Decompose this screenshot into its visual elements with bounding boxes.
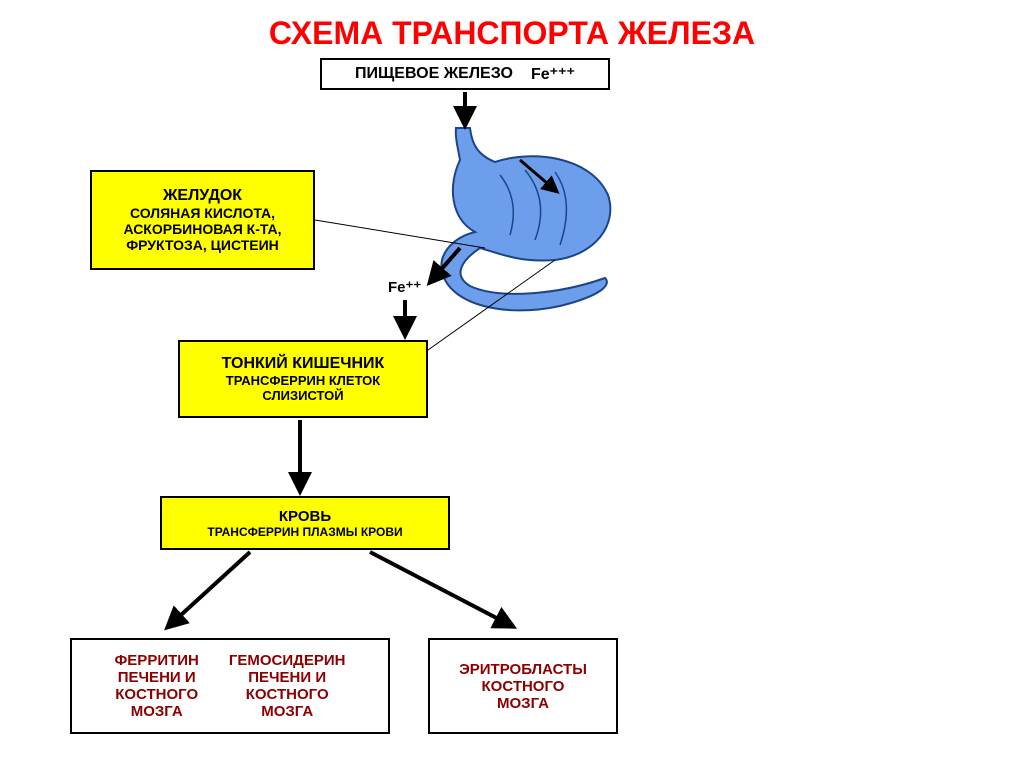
dietary-fe: Fe⁺⁺⁺ <box>531 64 575 84</box>
erythro-line2: КОСТНОГО <box>482 678 565 695</box>
stomach-line3: АСКОРБИНОВАЯ К-ТА, <box>123 221 281 237</box>
box-intestine: ТОНКИЙ КИШЕЧНИК ТРАНСФЕРРИН КЛЕТОК СЛИЗИ… <box>178 340 428 418</box>
arrow-blood-storage <box>170 552 250 625</box>
dietary-label: ПИЩЕВОЕ ЖЕЛЕЗО <box>355 65 513 83</box>
connector-intestine <box>428 260 555 350</box>
stomach-line4: ФРУКТОЗА, ЦИСТЕИН <box>126 237 279 253</box>
blood-line2: ТРАНСФЕРРИН ПЛАЗМЫ КРОВИ <box>207 525 402 539</box>
title-text: СХЕМА ТРАНСПОРТА ЖЕЛЕЗА <box>269 15 755 51</box>
box-dietary-iron: ПИЩЕВОЕ ЖЕЛЕЗО Fe⁺⁺⁺ <box>320 58 610 90</box>
arrow-blood-erythro <box>370 552 510 625</box>
arrow-into-stomach <box>520 160 555 190</box>
intestine-line1: ТОНКИЙ КИШЕЧНИК <box>222 355 385 373</box>
col-hemosiderin: ГЕМОСИДЕРИН ПЕЧЕНИ И КОСТНОГО МОЗГА <box>229 652 346 720</box>
intestine-line3: СЛИЗИСТОЙ <box>262 388 343 403</box>
arrow-stomach-fe2 <box>432 248 460 280</box>
stomach-line2: СОЛЯНАЯ КИСЛОТА, <box>130 205 275 221</box>
erythro-line1: ЭРИТРОБЛАСТЫ <box>459 661 587 678</box>
blood-line1: КРОВЬ <box>279 508 331 525</box>
diagram-title: СХЕМА ТРАНСПОРТА ЖЕЛЕЗА <box>0 15 1024 52</box>
intestine-line2: ТРАНСФЕРРИН КЛЕТОК <box>226 373 380 388</box>
box-storage: ФЕРРИТИН ПЕЧЕНИ И КОСТНОГО МОЗГА ГЕМОСИД… <box>70 638 390 734</box>
connector-stomach <box>315 220 485 248</box>
stomach-line1: ЖЕЛУДОК <box>163 187 242 205</box>
fe2-label: Fe⁺⁺ <box>388 278 421 296</box>
erythro-line3: МОЗГА <box>497 695 549 712</box>
box-blood: КРОВЬ ТРАНСФЕРРИН ПЛАЗМЫ КРОВИ <box>160 496 450 550</box>
box-stomach: ЖЕЛУДОК СОЛЯНАЯ КИСЛОТА, АСКОРБИНОВАЯ К-… <box>90 170 315 270</box>
stomach-icon <box>441 128 610 310</box>
col-ferritin: ФЕРРИТИН ПЕЧЕНИ И КОСТНОГО МОЗГА <box>115 652 199 720</box>
box-erythroblasts: ЭРИТРОБЛАСТЫ КОСТНОГО МОЗГА <box>428 638 618 734</box>
